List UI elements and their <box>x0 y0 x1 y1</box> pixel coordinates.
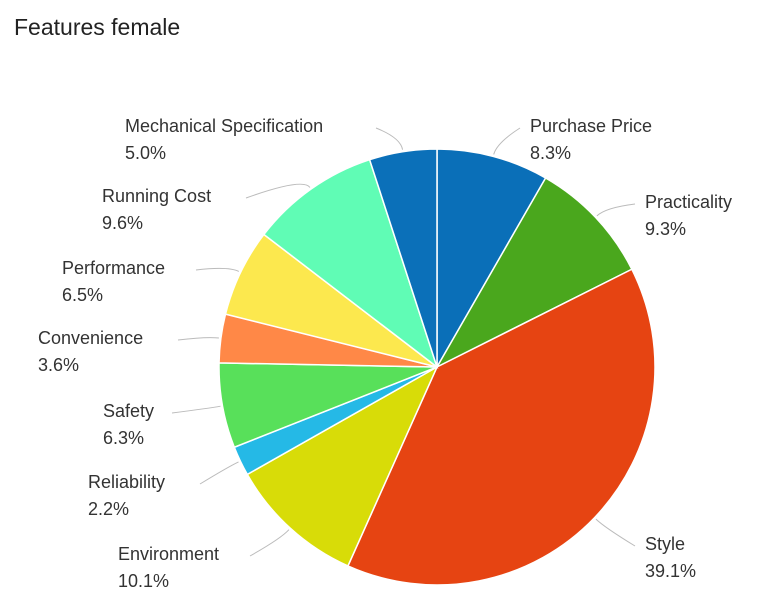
slice-label-value: 10.1% <box>118 571 169 591</box>
slice-label-name: Reliability <box>88 472 165 492</box>
leader-line <box>199 461 239 485</box>
slice-label-name: Mechanical Specification <box>125 116 323 136</box>
slice-label-name: Practicality <box>645 192 732 212</box>
slice-label-value: 5.0% <box>125 143 166 163</box>
leader-line <box>245 183 311 199</box>
slice-label-value: 2.2% <box>88 499 129 519</box>
leader-line <box>595 518 636 547</box>
pie-slice-purchase-price <box>436 148 547 370</box>
slice-label-name: Running Cost <box>102 186 211 206</box>
pie-slice-practicality <box>435 176 633 369</box>
slice-label-name: Performance <box>62 258 165 278</box>
leader-line <box>177 337 219 341</box>
label-leaders <box>171 127 636 557</box>
slice-label-value: 3.6% <box>38 355 79 375</box>
slice-label-value: 6.3% <box>103 428 144 448</box>
slice-label-value: 6.5% <box>62 285 103 305</box>
leader-line <box>195 267 240 272</box>
leader-line <box>171 405 221 414</box>
slice-label-name: Purchase Price <box>530 116 652 136</box>
chart-title: Features female <box>14 14 181 40</box>
slice-label-name: Environment <box>118 544 219 564</box>
pie-slice-style <box>346 268 656 586</box>
leader-line <box>596 203 636 217</box>
slice-label-name: Safety <box>103 401 154 421</box>
slice-label-value: 9.3% <box>645 219 686 239</box>
pie-slice-mechanical-specification <box>368 148 438 368</box>
slice-label-name: Convenience <box>38 328 143 348</box>
leader-line <box>375 127 404 150</box>
pie-slice-environment <box>246 365 439 567</box>
slice-label-value: 9.6% <box>102 213 143 233</box>
leader-line <box>249 529 290 557</box>
pie-slice-running-cost <box>262 158 439 370</box>
slice-label-value: 39.1% <box>645 561 696 581</box>
slice-labels: Purchase Price 8.3% Practicality 9.3% Style 3… <box>38 116 732 591</box>
slice-label-name: Style <box>645 534 685 554</box>
leader-line <box>493 127 521 155</box>
slice-label-value: 8.3% <box>530 143 571 163</box>
pie-slices <box>218 148 656 586</box>
